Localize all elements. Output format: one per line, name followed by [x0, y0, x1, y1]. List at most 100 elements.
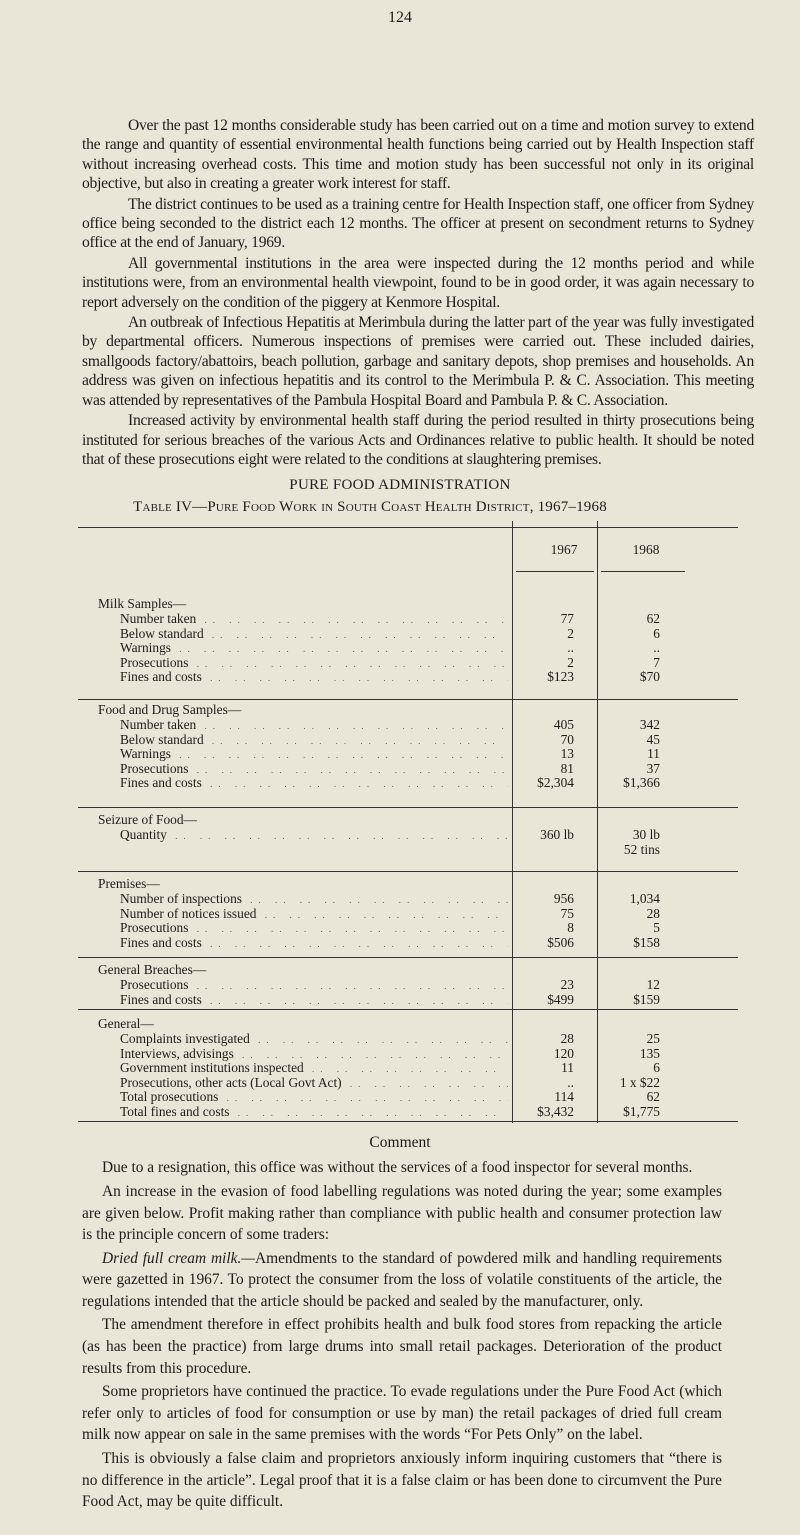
value-1967: 405 — [553, 716, 574, 732]
paragraph: The district continues to be used as a t… — [82, 195, 754, 252]
row-label: Total fines and costs — [120, 1105, 508, 1121]
value-1967: 77 — [560, 610, 574, 626]
value-1967: 81 — [560, 760, 574, 776]
paragraph: This is obviously a false claim and prop… — [82, 1448, 722, 1513]
table-row: Government institutions inspected 11 6 — [78, 1060, 738, 1077]
row-label: Fines and costs — [120, 936, 508, 952]
value-1968: 6 — [653, 1060, 660, 1076]
pure-food-table: 1967 1968 Milk Samples—Number taken7762B… — [78, 521, 738, 1124]
value-1967: $506 — [547, 934, 574, 950]
header-rule — [516, 571, 594, 573]
paragraph: Due to a resignation, this office was wi… — [82, 1157, 722, 1179]
value-1967: 956 — [553, 890, 574, 906]
paragraph-text: Amendments to the standard of powdered m… — [82, 1249, 722, 1310]
value-1967: 8 — [567, 920, 574, 936]
table-row: Number taken 405 342 — [78, 716, 738, 733]
value-1967: $499 — [547, 991, 574, 1007]
table-row: Prosecutions 8 5 — [78, 920, 738, 936]
value-1968: 5 — [653, 920, 660, 936]
row-label: Number of inspections — [120, 892, 508, 908]
table-row: Below standard 70 45 — [78, 731, 738, 748]
column-header-1968: 1968 — [632, 542, 660, 558]
value-1968: 28 — [646, 905, 660, 921]
row-label: Complaints investigated — [120, 1032, 508, 1048]
value-1968: $70 — [639, 669, 660, 685]
section-title: General Breaches— — [98, 962, 207, 978]
paragraph-text: This is obviously a false claim and prop… — [82, 1450, 722, 1511]
value-1967: 360 lb — [540, 826, 574, 842]
table-row: Prosecutions 23 12 — [78, 976, 738, 994]
table-row: Total prosecutions 114 62 — [78, 1090, 738, 1105]
value-1967: 11 — [561, 1060, 574, 1076]
table-row: 52 tins — [78, 841, 738, 858]
table-section: Food and Drug Samples—Number taken 405 342… — [78, 703, 738, 791]
table-row: Interviews, advisings 120 135 — [78, 1045, 738, 1063]
table-section: Premises—Number of inspections9561,034Nu… — [78, 877, 738, 950]
section-title: General— — [98, 1016, 154, 1032]
paragraph: Dried full cream milk.—Amendments to the… — [82, 1248, 722, 1313]
value-1968: 12 — [646, 976, 660, 992]
table-row: Fines and costs $123 $70 — [78, 670, 738, 685]
value-1968: $1,775 — [623, 1103, 660, 1119]
paragraph: All governmental institutions in the are… — [82, 254, 754, 311]
value-1968: 1 x $22 — [619, 1074, 660, 1090]
paragraph-lead: Dried full cream milk.— — [102, 1249, 255, 1267]
value-1967: $3,432 — [537, 1103, 574, 1119]
row-label: Warnings — [120, 747, 508, 763]
paragraph: The amendment therefore in effect prohib… — [82, 1314, 722, 1379]
section-title: Food and Drug Samples— — [98, 702, 242, 718]
row-label: Fines and costs — [120, 776, 508, 792]
value-1967: $2,304 — [537, 775, 574, 791]
table-row: Below standard 2 6 — [78, 625, 738, 642]
row-label: Prosecutions — [120, 656, 508, 672]
paragraph: Increased activity by environmental heal… — [82, 412, 754, 468]
table-rule — [78, 871, 738, 873]
paragraph: Some proprietors have continued the prac… — [82, 1381, 722, 1446]
table-row: Warnings.... — [78, 640, 738, 657]
section-title: Seizure of Food— — [98, 812, 197, 828]
value-1968: 135 — [639, 1045, 660, 1061]
row-label: Warnings — [120, 641, 508, 657]
paragraph: Over the past 12 months considerable stu… — [82, 117, 754, 193]
table-section: Milk Samples—Number taken7762Below stand… — [78, 597, 738, 685]
table-rule — [78, 957, 738, 959]
row-label: Interviews, advisings — [120, 1047, 508, 1063]
table-row: Fines and costs $499 $159 — [78, 991, 738, 1008]
table-rule — [78, 1009, 738, 1011]
value-1968: 1,034 — [629, 890, 660, 906]
paragraph: An increase in the evasion of food label… — [82, 1181, 722, 1246]
value-1968: 6 — [653, 625, 660, 641]
row-label: Prosecutions, other acts (Local Govt Act… — [120, 1076, 508, 1092]
table-section: General Breaches—Prosecutions2312Fines a… — [78, 963, 738, 1007]
value-1968: 25 — [646, 1030, 660, 1046]
table-row: Quantity 360 lb 30 lb — [78, 826, 738, 843]
column-divider — [597, 521, 598, 1124]
value-1968: $159 — [633, 991, 660, 1007]
value-1967: $123 — [547, 669, 574, 685]
row-label: Prosecutions — [120, 978, 508, 994]
row-label: Number of notices issued — [120, 907, 508, 923]
value-1967: 13 — [560, 746, 574, 762]
table-row: Number of inspections 956 1,034 — [78, 890, 738, 908]
table-row: Fines and costs $506 $158 — [78, 934, 738, 952]
value-1967: 114 — [554, 1089, 574, 1105]
row-label: Government institutions inspected — [120, 1061, 508, 1077]
row-label: Prosecutions — [120, 762, 508, 778]
value-1968: 45 — [646, 731, 660, 747]
row-label: Total prosecutions — [120, 1090, 508, 1106]
table-row: Number taken 77 62 — [78, 610, 738, 628]
row-label: Number taken — [120, 612, 508, 628]
comment-heading: Comment — [369, 1134, 431, 1152]
table-row: Total fines and costs $3,432 $1,775 — [78, 1103, 738, 1121]
section-heading: PURE FOOD ADMINISTRATION — [289, 477, 511, 494]
value-1968: 52 tins — [623, 841, 660, 857]
value-1968: $158 — [633, 934, 660, 950]
value-1967: 2 — [567, 625, 574, 641]
table-caption: Table IV—Pure Food Work in South Coast H… — [133, 499, 607, 516]
table-row: Number of notices issued 75 28 — [78, 905, 738, 923]
paragraph-text: Some proprietors have continued the prac… — [82, 1383, 722, 1444]
value-1968: 30 lb — [632, 826, 660, 842]
value-1968: 62 — [646, 1089, 660, 1105]
value-1967: 23 — [560, 976, 574, 992]
